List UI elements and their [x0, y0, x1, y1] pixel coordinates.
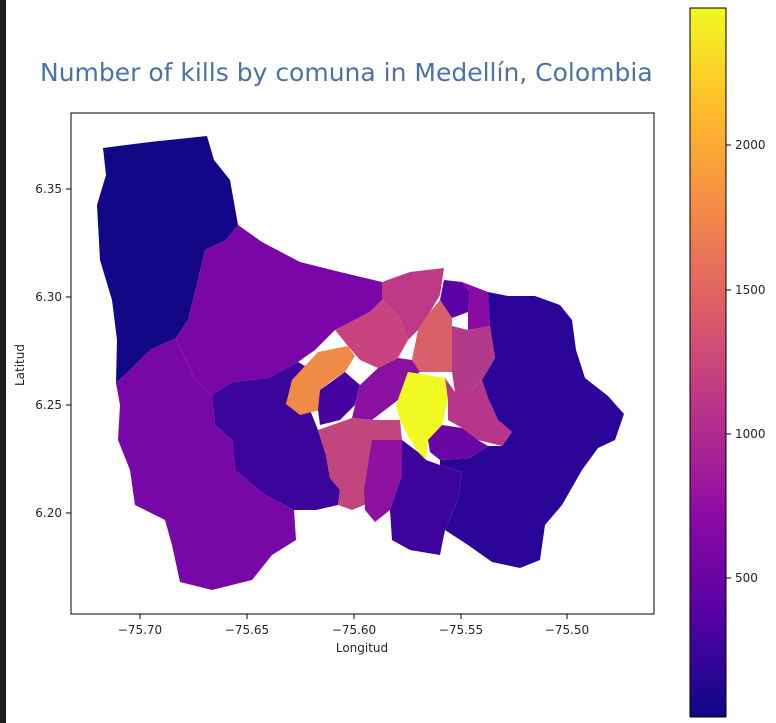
x-tick-label: −75.60 [332, 623, 376, 637]
x-tick-label: −75.50 [545, 623, 589, 637]
region-altavista [116, 338, 296, 590]
region-buenos-aires [445, 378, 512, 446]
region-laureles [318, 372, 360, 425]
x-axis [139, 614, 568, 619]
region-doce-octubre [382, 268, 444, 340]
colorbar-tick-label: 2000 [735, 138, 766, 152]
colorbar-tick-label: 1500 [735, 283, 766, 297]
colorbar [689, 7, 727, 718]
colorbar-tick-label: 1000 [735, 427, 766, 441]
x-axis-title: Longitud [336, 641, 388, 655]
y-axis-title: Latitud [13, 344, 27, 386]
region-san-cristobal [176, 225, 382, 395]
y-tick-label: 6.20 [35, 506, 62, 520]
region-castilla [335, 300, 408, 368]
region-robledo [286, 346, 355, 415]
x-tick-label: −75.65 [225, 623, 269, 637]
region-la-candelaria [396, 372, 448, 460]
x-tick-label: −75.55 [439, 623, 483, 637]
region-san-antonio-prado [390, 440, 462, 555]
window-edge [0, 0, 6, 723]
region-manrique [412, 300, 452, 372]
y-tick-label: 6.35 [35, 182, 62, 196]
y-tick-label: 6.30 [35, 290, 62, 304]
region-villa-hermosa [352, 358, 420, 420]
region-el-poblado [428, 425, 488, 460]
y-axis [66, 188, 71, 514]
colorbar-tick-label: 500 [735, 571, 758, 585]
map-title: Number of kills by comuna in Medellín, C… [40, 58, 653, 87]
region-popular [440, 280, 470, 318]
region-aranjuez [452, 326, 495, 392]
region-san-antonio [364, 440, 402, 522]
x-tick-label: −75.70 [118, 623, 162, 637]
y-tick-label: 6.25 [35, 398, 62, 412]
region-santa-elena [440, 292, 624, 568]
region-santa-cruz [462, 282, 490, 330]
region-palmitas [97, 136, 238, 383]
comuna-regions [97, 136, 624, 590]
colorbar-ticks [726, 144, 731, 579]
